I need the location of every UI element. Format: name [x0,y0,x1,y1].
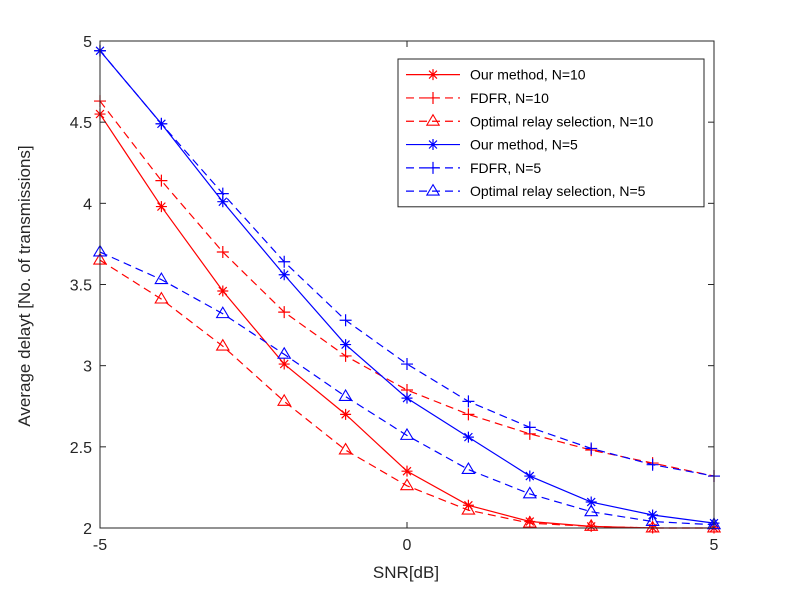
series-6 [92,244,722,530]
y-tick-label: 3.5 [70,278,92,295]
x-tick-label: -5 [93,537,107,554]
series-5-point-6 [401,358,413,371]
series-6-point-5 [338,388,353,401]
legend-entry-5: FDFR, N=5 [406,160,541,176]
y-tick-label: 2.5 [70,440,92,457]
y-tick-label: 4.5 [70,115,92,132]
series-4-point-8 [524,470,536,482]
series-2-point-3 [216,246,229,259]
series-3-point-6 [399,478,415,491]
series-2-point-5 [339,349,352,362]
legend-entry-3: Optimal relay selection, N=10 [406,113,653,129]
series-6-point-10 [645,513,660,526]
legend-marker-4 [427,139,439,151]
series-5-line [99,50,715,477]
series-3-point-7 [461,502,476,515]
series-4-point-6 [401,392,413,404]
series-6-point-9 [584,504,599,517]
legend-marker-6 [425,183,441,196]
series-2-point-7 [462,408,475,421]
series-3-point-8 [522,515,537,528]
series-3-point-9 [584,518,599,531]
legend-label-1: Our method, N=10 [470,67,586,83]
legend-marker-2 [427,91,439,104]
y-axis-label: Average delayt [No. of transmissions] [15,145,34,426]
legend-box [397,58,705,208]
series-5-point-4 [278,255,291,268]
series-6-point-6 [399,427,415,440]
series-5-point-8 [523,421,536,434]
series-3-line [99,259,714,529]
legend-marker-3 [425,113,441,126]
series-6-point-8 [522,486,537,499]
series-4-point-7 [462,431,474,443]
series-1-point-4 [278,358,290,370]
series-3-point-4 [277,393,292,406]
series-4-point-9 [585,496,597,508]
legend-label-6: Optimal relay selection, N=5 [470,183,646,199]
y-tick-label: 2 [83,521,92,538]
legend-marker-1 [427,69,439,81]
series-1-point-6 [401,465,413,477]
series-5-point-2 [155,117,168,130]
series-2-point-4 [278,306,291,319]
legend: Our method, N=10 FDFR, N=10 Optimal relay … [397,58,705,208]
series-1-point-5 [340,408,352,420]
series-5-point-5 [339,314,352,327]
series-6-point-3 [215,306,230,319]
legend-label-2: FDFR, N=10 [470,90,549,106]
series-6-point-11 [706,517,722,530]
series-1-point-7 [462,499,474,511]
legend-entry-4: Our method, N=5 [406,137,578,153]
legend-entry-1: Our method, N=10 [406,67,586,83]
series-5-point-9 [585,442,598,455]
x-tick-label: 5 [710,537,719,554]
series-1-point-3 [217,285,229,297]
series-1-point-8 [524,516,536,528]
y-tick-label: 4 [83,196,92,213]
series-6-line [99,251,715,526]
series-3-point-10 [645,520,660,533]
x-axis-label: SNR[dB] [373,563,439,582]
series-4-point-4 [278,269,290,281]
legend-label-3: Optimal relay selection, N=10 [470,113,653,129]
series-6-point-2 [154,272,169,285]
series-3-point-5 [338,442,353,455]
series-3-point-3 [215,338,230,351]
legend-entry-6: Optimal relay selection, N=5 [406,183,646,199]
series-3-point-2 [154,291,169,304]
x-tick-label: 0 [403,537,412,554]
legend-label-4: Our method, N=5 [470,137,578,153]
axes-layer: -5 0 5 2 2.5 3 3.5 4 4.5 5 [70,34,719,554]
series-6-point-7 [461,461,476,475]
series-6-point-4 [277,346,292,359]
series-4-point-3 [217,196,229,208]
series-5-point-7 [462,395,475,408]
y-tick-label: 3 [83,359,92,376]
series-5-point-10 [646,458,659,471]
series-5-point-3 [216,187,229,200]
series-4-point-5 [340,339,352,351]
y-tick-label: 5 [83,34,92,51]
legend-label-5: FDFR, N=5 [470,160,541,176]
series-2-point-2 [155,174,168,187]
series-1-point-2 [155,201,167,213]
legend-marker-5 [427,161,439,174]
legend-entry-2: FDFR, N=10 [406,90,549,106]
